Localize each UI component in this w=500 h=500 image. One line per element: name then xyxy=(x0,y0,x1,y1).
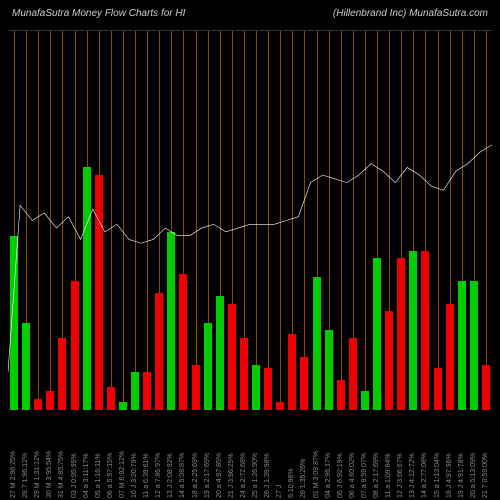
x-label: 29 M 1:31:12% xyxy=(34,413,41,498)
x-label: 26 J 1:39:98% xyxy=(264,413,271,498)
x-label: 6:10:96% xyxy=(288,413,295,498)
x-label: 08 a 2:17:69% xyxy=(373,413,380,498)
x-label: 13 J 4:12:72% xyxy=(409,413,416,498)
x-label: 04 a 2:96:17% xyxy=(325,413,332,498)
x-label: 18 a 2:25:69% xyxy=(192,413,199,498)
x-label: 28 1:35:26% xyxy=(300,413,307,498)
x-label: 21 7 0:59:00% xyxy=(482,413,489,498)
x-label: 10 J 3:20:79% xyxy=(131,413,138,498)
x-label: 13 J 2:08:92% xyxy=(167,413,174,498)
x-label: 20 a 5:13:09% xyxy=(470,413,477,498)
x-label: 01 M 3:09:87% xyxy=(313,413,320,498)
x-label: 07 a 9:59:07% xyxy=(361,413,368,498)
x-label: 11 a 1:09:64% xyxy=(385,413,392,498)
x-label: 14 a 5:08:87% xyxy=(179,413,186,498)
x-label: 14 a 2:77:08% xyxy=(421,413,428,498)
x-label: 12 a 7:86:97% xyxy=(155,413,162,498)
x-label: 11 a 6:39:61% xyxy=(143,413,150,498)
x-label: 07 M 6:92:12% xyxy=(119,413,126,498)
x-label: 19 J 4:91:78% xyxy=(458,413,465,498)
price-line xyxy=(8,31,492,410)
x-label: 05 J 6:92:19% xyxy=(337,413,344,498)
x-label: 24 a 2:72:68% xyxy=(240,413,247,498)
x-label: 31 M 4:85:75% xyxy=(58,413,65,498)
x-label: 30 M 3:95:54% xyxy=(46,413,53,498)
x-label: 27 J xyxy=(276,413,283,498)
x-label: 25 a 1:26:90% xyxy=(252,413,259,498)
x-label: 04 a 3:11:17% xyxy=(83,413,90,498)
chart-header: MunafaSutra Money Flow Charts for HI (Hi… xyxy=(12,8,488,19)
x-label: 05 a 1:16:11% xyxy=(95,413,102,498)
x-label: 06 a 4:60:02% xyxy=(349,413,356,498)
chart-area xyxy=(8,30,492,410)
x-axis-labels: 27 M 2:96:25% 28 7 1:96:12% 29 M 1:31:12% 3… xyxy=(8,412,492,500)
title-left: MunafaSutra Money Flow Charts for HI xyxy=(12,8,185,19)
x-label: 03 J 0:95:95% xyxy=(71,413,78,498)
x-label: 19 a 2:17:69% xyxy=(204,413,211,498)
x-label: 21 J 3:96:25% xyxy=(228,413,235,498)
x-label: 06 a 5:97:15% xyxy=(107,413,114,498)
x-label: 15 a 1:13:04% xyxy=(434,413,441,498)
x-label: 28 7 1:96:12% xyxy=(22,413,29,498)
x-label: 18 J 4:97:96% xyxy=(446,413,453,498)
x-label: 27 M 2:96:25% xyxy=(10,413,17,498)
title-right: (Hillenbrand Inc) MunafaSutra.com xyxy=(333,8,488,19)
x-label: 20 a 4:97:85% xyxy=(216,413,223,498)
x-label: 12 J 3:66:67% xyxy=(397,413,404,498)
